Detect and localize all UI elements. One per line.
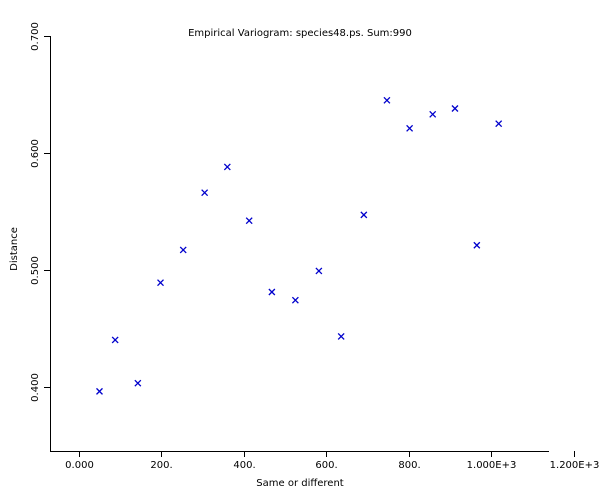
data-point-marker [360, 211, 368, 219]
data-point-marker [268, 288, 276, 296]
data-points [96, 96, 503, 395]
data-point-marker [111, 336, 119, 344]
axes [50, 36, 549, 452]
data-point-marker [495, 120, 503, 128]
data-point-marker [406, 124, 414, 132]
data-point-marker [429, 110, 437, 118]
y-tick-label: 0.500 [30, 256, 41, 285]
y-tick-label: 0.600 [30, 139, 41, 168]
data-point-marker [451, 105, 459, 112]
x-tick-label: 400. [233, 460, 255, 471]
data-point-marker [245, 217, 253, 225]
data-point-marker [337, 332, 345, 340]
x-tick-label: 200. [150, 460, 172, 471]
data-point-marker [134, 379, 142, 387]
y-tick-label: 0.400 [30, 373, 41, 402]
x-axis-ticks: 0.000 200. 400. 600. 800. 1.000E+3 1.200E+3 [65, 451, 599, 471]
data-point-marker [383, 96, 391, 104]
data-point-marker [473, 241, 481, 249]
x-tick-label: 600. [315, 460, 337, 471]
data-point-marker [291, 296, 299, 304]
x-axis-label: Same or different [256, 478, 344, 489]
data-point-marker [96, 387, 103, 395]
x-tick-label: 0.000 [65, 460, 94, 471]
data-point-marker [201, 189, 209, 197]
data-point-marker [315, 267, 323, 275]
y-tick-label: 0.700 [30, 22, 41, 51]
x-tick-label: 1.000E+3 [467, 460, 517, 471]
x-tick-label: 1.200E+3 [550, 460, 600, 471]
data-point-marker [223, 163, 231, 171]
data-point-marker [179, 246, 187, 254]
y-axis-label: Distance [9, 227, 20, 271]
chart-title: Empirical Variogram: species48.ps. Sum:9… [188, 28, 412, 39]
x-tick-label: 800. [398, 460, 420, 471]
data-point-marker [157, 279, 164, 287]
y-axis-ticks: 0.400 0.500 0.600 0.700 [30, 22, 50, 402]
